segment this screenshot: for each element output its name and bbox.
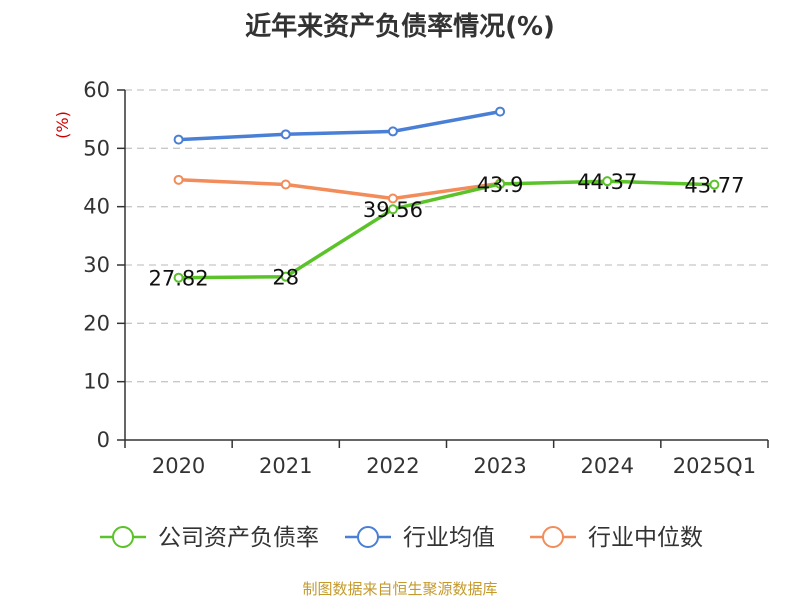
series-1-point-2023 — [495, 106, 506, 117]
y-tick-label-40: 40 — [83, 195, 110, 219]
series-0-point-2024 — [602, 176, 613, 187]
y-tick-label-60: 60 — [83, 78, 110, 102]
y-tick-label-20: 20 — [83, 311, 110, 335]
data-label-2024: 44.37 — [577, 170, 637, 194]
series-0-point-2021 — [280, 271, 291, 282]
x-tick-label-2025Q1: 2025Q1 — [673, 454, 756, 478]
series-line-2 — [176, 178, 502, 201]
legend-marker-2 — [542, 526, 564, 548]
data-label-2022: 39.56 — [363, 198, 423, 222]
legend-label-1: 行业均值 — [403, 525, 495, 551]
series-line-1 — [176, 109, 502, 142]
data-label-2025Q1: 43.77 — [684, 174, 744, 198]
legend-marker-1 — [357, 526, 379, 548]
series-0-point-2025Q1 — [709, 179, 720, 190]
chart-title: 近年来资产负债率情况(%) — [245, 12, 555, 42]
series-0-point-2022 — [387, 204, 398, 215]
x-tick-label-2020: 2020 — [152, 454, 205, 478]
series-0-point-2023 — [495, 178, 506, 189]
series-0-point-2020 — [173, 272, 184, 283]
x-tick-label-2023: 2023 — [473, 454, 526, 478]
series-line-0 — [176, 179, 717, 280]
legend-label-2: 行业中位数 — [588, 525, 703, 551]
series-1-point-2022 — [387, 126, 398, 137]
series-1-point-2021 — [280, 129, 291, 140]
legend-label-0: 公司资产负债率 — [158, 525, 319, 551]
data-label-2023: 43.9 — [477, 173, 524, 197]
x-tick-label-2022: 2022 — [366, 454, 419, 478]
y-tick-label-0: 0 — [97, 428, 110, 452]
data-label-2021: 28 — [272, 266, 299, 290]
y-axis-unit-label: (%) — [53, 111, 72, 139]
series-2-point-2022 — [387, 193, 398, 204]
x-tick-label-2021: 2021 — [259, 454, 312, 478]
series-2-point-2020 — [173, 174, 184, 185]
legend-marker-0 — [112, 526, 134, 548]
y-tick-label-50: 50 — [83, 136, 110, 160]
data-label-2020: 27.82 — [149, 267, 209, 291]
series-2-point-2021 — [280, 179, 291, 190]
data-source-footer: 制图数据来自恒生聚源数据库 — [302, 580, 498, 598]
y-tick-label-30: 30 — [83, 253, 110, 277]
y-tick-label-10: 10 — [83, 370, 110, 394]
x-tick-label-2024: 2024 — [581, 454, 634, 478]
series-1-point-2020 — [173, 134, 184, 145]
